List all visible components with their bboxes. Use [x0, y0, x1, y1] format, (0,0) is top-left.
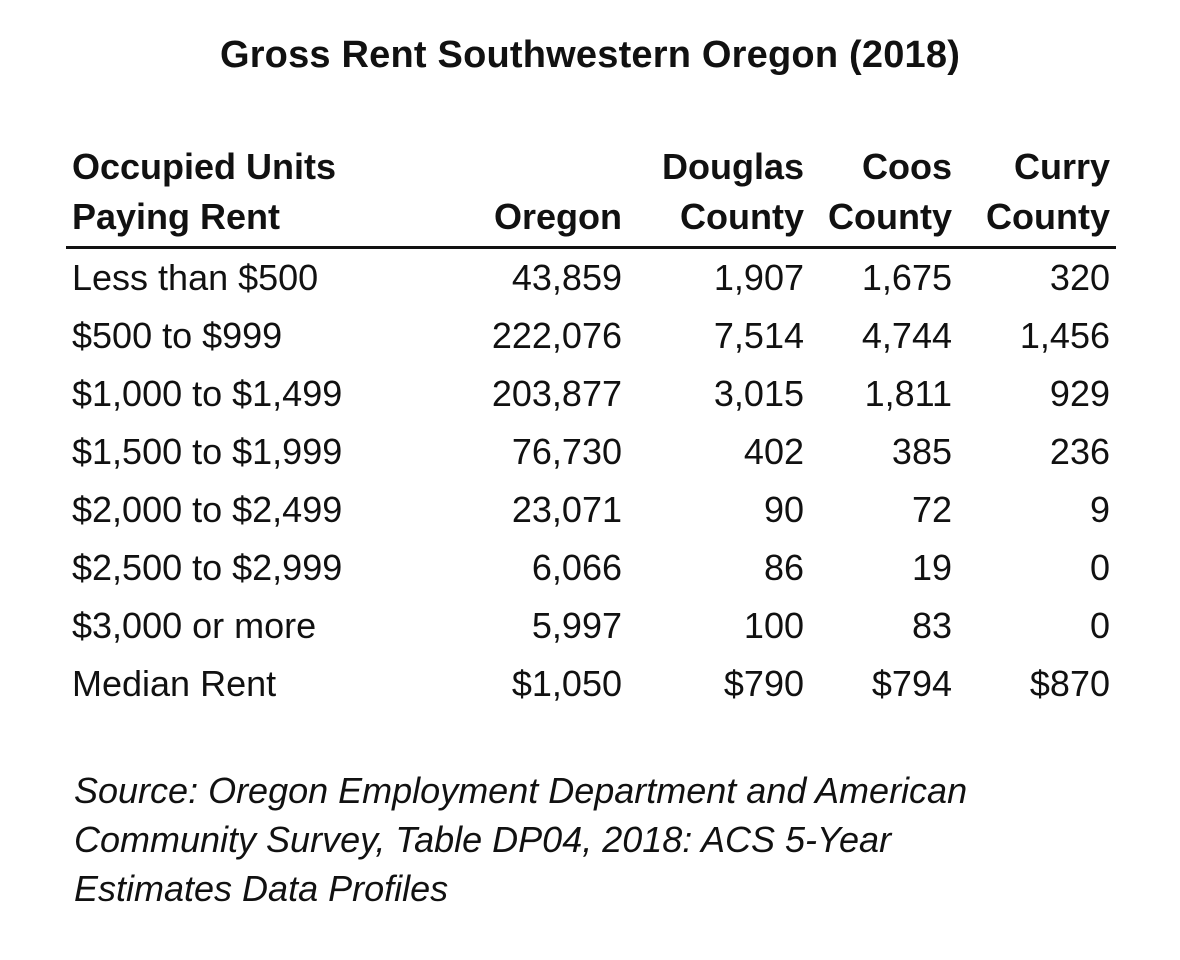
- table-row: $2,500 to $2,999 6,066 86 19 0: [66, 539, 1116, 597]
- header-line: Occupied Units: [72, 146, 337, 187]
- cell-value: 5,997: [531, 605, 622, 646]
- header-oregon: Oregon: [468, 142, 628, 249]
- table-row: Less than $500 43,859 1,907 1,675 320: [66, 248, 1116, 308]
- cell-value: $870: [1029, 663, 1110, 704]
- cell-value: 0: [1089, 547, 1110, 588]
- table-title: Gross Rent Southwestern Oregon (2018): [219, 34, 961, 76]
- table-row: $1,500 to $1,999 76,730 402 385 236: [66, 423, 1116, 481]
- cell-value: 1,811: [864, 373, 952, 414]
- table-row: $3,000 or more 5,997 100 83 0: [66, 597, 1116, 655]
- row-label: $2,000 to $2,499: [72, 489, 343, 530]
- cell-value: $794: [871, 663, 952, 704]
- table-row: $500 to $999 222,076 7,514 4,744 1,456: [66, 307, 1116, 365]
- cell-value: 929: [1049, 373, 1110, 414]
- row-label: $1,500 to $1,999: [72, 431, 343, 472]
- cell-value: 4,744: [861, 315, 952, 356]
- header-curry-county: Curry County: [958, 142, 1116, 249]
- cell-value: 23,071: [511, 489, 622, 530]
- header-line: County: [680, 196, 804, 237]
- row-label: $500 to $999: [72, 315, 283, 356]
- cell-value: 9: [1089, 489, 1110, 530]
- cell-value: 86: [763, 547, 804, 588]
- table-row: $1,000 to $1,499 203,877 3,015 1,811 929: [66, 365, 1116, 423]
- cell-value: 43,859: [511, 257, 622, 298]
- header-line: Oregon: [493, 196, 622, 237]
- cell-value: 72: [911, 489, 952, 530]
- cell-value: 1,907: [713, 257, 804, 298]
- cell-value: 1,675: [861, 257, 952, 298]
- header-line: Curry: [1013, 146, 1110, 187]
- cell-value: 1,456: [1019, 315, 1110, 356]
- cell-value: 385: [891, 431, 952, 472]
- row-label: $1,000 to $1,499: [72, 373, 343, 414]
- cell-value: 3,015: [713, 373, 804, 414]
- cell-value: 19: [911, 547, 952, 588]
- table-row: $2,000 to $2,499 23,071 90 72 9: [66, 481, 1116, 539]
- table-body: Less than $500 43,859 1,907 1,675 320 $500 to…: [66, 248, 1116, 714]
- row-label: $3,000 or more: [72, 605, 317, 646]
- header-line: Douglas: [661, 146, 804, 187]
- cell-value: 236: [1049, 431, 1110, 472]
- gross-rent-table: Occupied Units Paying Rent Oregon Dougla…: [66, 142, 1116, 713]
- row-label: Median Rent: [72, 663, 277, 704]
- cell-value: 203,877: [491, 373, 622, 414]
- row-label: Less than $500: [72, 257, 319, 298]
- table-row: Median Rent $1,050 $790 $794 $870: [66, 655, 1116, 713]
- cell-value: 6,066: [531, 547, 622, 588]
- cell-value: 76,730: [511, 431, 622, 472]
- header-occupied-units: Occupied Units Paying Rent: [66, 142, 468, 249]
- cell-value: 320: [1049, 257, 1110, 298]
- header-line: Paying Rent: [72, 196, 281, 237]
- cell-value: 0: [1089, 605, 1110, 646]
- header-line: Coos: [862, 146, 952, 187]
- header-row: Occupied Units Paying Rent Oregon Dougla…: [66, 142, 1116, 249]
- cell-value: $1,050: [511, 663, 622, 704]
- cell-value: 222,076: [491, 315, 622, 356]
- header-line: County: [986, 196, 1110, 237]
- cell-value: 100: [743, 605, 804, 646]
- header-coos-county: Coos County: [810, 142, 958, 249]
- cell-value: 90: [763, 489, 804, 530]
- source-note: Source: Oregon Employment Department and…: [74, 770, 968, 909]
- header-line: County: [828, 196, 952, 237]
- cell-value: 83: [911, 605, 952, 646]
- cell-value: $790: [723, 663, 804, 704]
- row-label: $2,500 to $2,999: [72, 547, 343, 588]
- cell-value: 7,514: [713, 315, 804, 356]
- header-douglas-county: Douglas County: [628, 142, 810, 249]
- cell-value: 402: [743, 431, 804, 472]
